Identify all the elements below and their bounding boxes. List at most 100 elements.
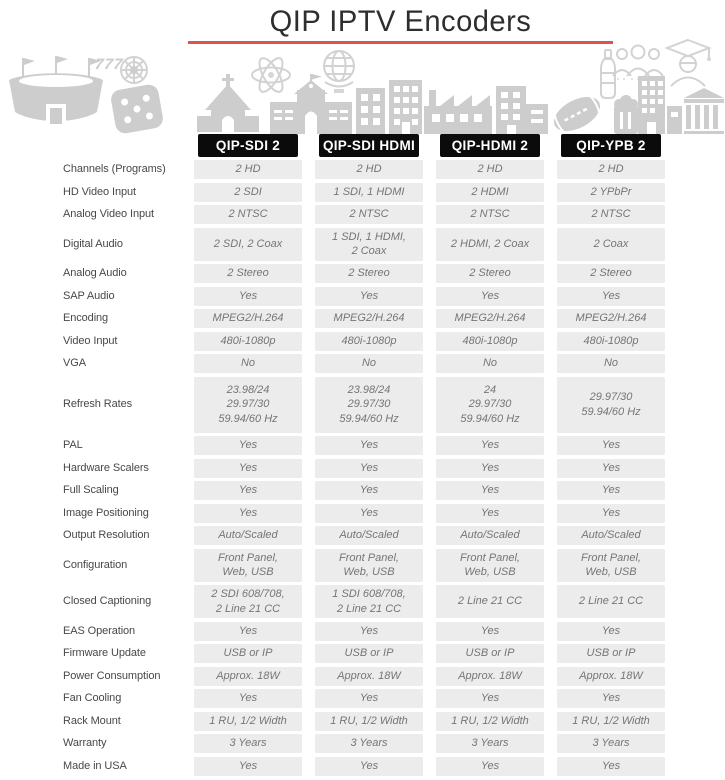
spec-cell-digital-audio-qip-hdmi-2: 2 HDMI, 2 Coax xyxy=(436,227,544,261)
dice-icon xyxy=(111,84,163,133)
row-label-made-in-usa: Made in USA xyxy=(63,759,127,772)
row-label-power-consumption: Power Consumption xyxy=(63,669,161,682)
spec-cell-pal-qip-sdi-2: Yes xyxy=(194,436,302,455)
spec-cell-image-positioning-qip-sdi-hdmi: Yes xyxy=(315,503,423,523)
row-label-eas-operation: EAS Operation xyxy=(63,624,136,637)
spec-cell-video-input-qip-hdmi-2: 480i-1080p xyxy=(436,331,544,351)
spec-cell-encoding-qip-sdi-hdmi: MPEG2/H.264 xyxy=(315,309,423,328)
spec-cell-power-consumption-qip-hdmi-2: Approx. 18W xyxy=(436,666,544,686)
church-icon xyxy=(197,73,259,132)
spec-cell-hardware-scalers-qip-hdmi-2: Yes xyxy=(436,458,544,478)
bottle-icon xyxy=(600,48,616,99)
spec-cell-analog-video-input-qip-sdi-hdmi: 2 NTSC xyxy=(315,205,423,224)
stadium-icon xyxy=(9,55,103,124)
spec-cell-analog-audio-qip-hdmi-2: 2 Stereo xyxy=(436,264,544,283)
spec-cell-firmware-update-qip-sdi-hdmi: USB or IP xyxy=(315,644,423,663)
atom-icon xyxy=(251,56,291,93)
city-tower-icon xyxy=(638,75,682,134)
spec-cell-output-resolution-qip-ypb-2: Auto/Scaled xyxy=(557,526,665,545)
column-header-qip-sdi-hdmi: QIP-SDI HDMI xyxy=(319,133,419,157)
spec-cell-sap-audio-qip-hdmi-2: Yes xyxy=(436,286,544,306)
spec-cell-pal-qip-ypb-2: Yes xyxy=(557,436,665,455)
page-title: QIP IPTV Encoders xyxy=(269,5,532,38)
spec-table: QIP-SDI 2 QIP-SDI HDMI QIP-HDMI 2 QIP-YPB 2… xyxy=(63,133,725,776)
spec-cell-analog-video-input-qip-ypb-2: 2 NTSC xyxy=(557,205,665,224)
spec-cell-rack-mount-qip-sdi-hdmi: 1 RU, 1/2 Width xyxy=(315,711,423,731)
globe-icon xyxy=(323,49,355,93)
spec-cell-power-consumption-qip-sdi-hdmi: Approx. 18W xyxy=(315,666,423,686)
row-label-image-positioning: Image Positioning xyxy=(63,506,149,519)
row-label-rack-mount: Rack Mount xyxy=(63,714,121,727)
spec-cell-configuration-qip-sdi-2: Front Panel, Web, USB xyxy=(194,548,302,582)
row-label-analog-audio: Analog Audio xyxy=(63,267,127,280)
spec-cell-rack-mount-qip-ypb-2: 1 RU, 1/2 Width xyxy=(557,711,665,731)
spec-cell-image-positioning-qip-ypb-2: Yes xyxy=(557,503,665,523)
spec-cell-rack-mount-qip-sdi-2: 1 RU, 1/2 Width xyxy=(194,711,302,731)
row-label-firmware-update: Firmware Update xyxy=(63,647,146,660)
spec-cell-output-resolution-qip-hdmi-2: Auto/Scaled xyxy=(436,526,544,545)
spec-cell-warranty-qip-sdi-2: 3 Years xyxy=(194,734,302,753)
spec-cell-made-in-usa-qip-sdi-2: Yes xyxy=(194,756,302,776)
spec-cell-channels-programs-qip-sdi-hdmi: 2 HD xyxy=(315,160,423,179)
row-label-fan-cooling: Fan Cooling xyxy=(63,692,122,705)
venue-icons-banner: 777 xyxy=(0,38,725,134)
spec-cell-hd-video-input-qip-ypb-2: 2 YPbPr xyxy=(557,182,665,202)
spec-cell-channels-programs-qip-sdi-2: 2 HD xyxy=(194,160,302,179)
spec-cell-analog-video-input-qip-sdi-2: 2 NTSC xyxy=(194,205,302,224)
spec-cell-made-in-usa-qip-hdmi-2: Yes xyxy=(436,756,544,776)
spec-cell-hardware-scalers-qip-ypb-2: Yes xyxy=(557,458,665,478)
spec-cell-digital-audio-qip-sdi-2: 2 SDI, 2 Coax xyxy=(194,227,302,261)
row-label-full-scaling: Full Scaling xyxy=(63,484,119,497)
spec-cell-pal-qip-sdi-hdmi: Yes xyxy=(315,436,423,455)
spec-cell-vga-qip-sdi-2: No xyxy=(194,354,302,373)
spec-cell-power-consumption-qip-ypb-2: Approx. 18W xyxy=(557,666,665,686)
spec-cell-firmware-update-qip-hdmi-2: USB or IP xyxy=(436,644,544,663)
spec-cell-fan-cooling-qip-hdmi-2: Yes xyxy=(436,689,544,708)
spec-cell-closed-captioning-qip-ypb-2: 2 Line 21 CC xyxy=(557,585,665,618)
row-label-digital-audio: Digital Audio xyxy=(63,237,123,250)
spec-cell-channels-programs-qip-hdmi-2: 2 HD xyxy=(436,160,544,179)
spec-cell-refresh-rates-qip-ypb-2: 29.97/30 59.94/60 Hz xyxy=(557,376,665,433)
spec-cell-hd-video-input-qip-sdi-hdmi: 1 SDI, 1 HDMI xyxy=(315,182,423,202)
spec-cell-encoding-qip-ypb-2: MPEG2/H.264 xyxy=(557,309,665,328)
spec-cell-vga-qip-sdi-hdmi: No xyxy=(315,354,423,373)
row-label-sap-audio: SAP Audio xyxy=(63,289,115,302)
spec-cell-eas-operation-qip-ypb-2: Yes xyxy=(557,621,665,641)
spec-cell-refresh-rates-qip-sdi-hdmi: 23.98/24 29.97/30 59.94/60 Hz xyxy=(315,376,423,433)
spec-cell-hd-video-input-qip-sdi-2: 2 SDI xyxy=(194,182,302,202)
spec-cell-refresh-rates-qip-sdi-2: 23.98/24 29.97/30 59.94/60 Hz xyxy=(194,376,302,433)
spec-cell-configuration-qip-sdi-hdmi: Front Panel, Web, USB xyxy=(315,548,423,582)
spec-cell-fan-cooling-qip-sdi-hdmi: Yes xyxy=(315,689,423,708)
spec-cell-warranty-qip-hdmi-2: 3 Years xyxy=(436,734,544,753)
spec-cell-pal-qip-hdmi-2: Yes xyxy=(436,436,544,455)
spec-cell-output-resolution-qip-sdi-hdmi: Auto/Scaled xyxy=(315,526,423,545)
row-label-encoding: Encoding xyxy=(63,312,109,325)
spec-cell-hardware-scalers-qip-sdi-2: Yes xyxy=(194,458,302,478)
spec-cell-rack-mount-qip-hdmi-2: 1 RU, 1/2 Width xyxy=(436,711,544,731)
office-building-icon xyxy=(496,85,548,134)
spec-cell-hardware-scalers-qip-sdi-hdmi: Yes xyxy=(315,458,423,478)
column-header-qip-sdi-2: QIP-SDI 2 xyxy=(198,133,298,157)
column-header-qip-hdmi-2: QIP-HDMI 2 xyxy=(440,133,540,157)
spec-cell-fan-cooling-qip-sdi-2: Yes xyxy=(194,689,302,708)
row-label-channels-programs: Channels (Programs) xyxy=(63,163,166,176)
spec-cell-firmware-update-qip-ypb-2: USB or IP xyxy=(557,644,665,663)
spec-cell-configuration-qip-ypb-2: Front Panel, Web, USB xyxy=(557,548,665,582)
spec-cell-image-positioning-qip-hdmi-2: Yes xyxy=(436,503,544,523)
row-label-analog-video-input: Analog Video Input xyxy=(63,208,154,221)
spec-cell-analog-audio-qip-sdi-2: 2 Stereo xyxy=(194,264,302,283)
spec-cell-vga-qip-ypb-2: No xyxy=(557,354,665,373)
football-icon xyxy=(553,94,601,133)
spec-cell-full-scaling-qip-ypb-2: Yes xyxy=(557,481,665,500)
spec-cell-closed-captioning-qip-hdmi-2: 2 Line 21 CC xyxy=(436,585,544,618)
row-label-pal: PAL xyxy=(63,439,83,452)
spec-cell-sap-audio-qip-sdi-hdmi: Yes xyxy=(315,286,423,306)
spec-cell-power-consumption-qip-sdi-2: Approx. 18W xyxy=(194,666,302,686)
spec-cell-eas-operation-qip-sdi-2: Yes xyxy=(194,621,302,641)
row-label-refresh-rates: Refresh Rates xyxy=(63,398,133,411)
spec-cell-output-resolution-qip-sdi-2: Auto/Scaled xyxy=(194,526,302,545)
spec-cell-encoding-qip-sdi-2: MPEG2/H.264 xyxy=(194,309,302,328)
spec-cell-eas-operation-qip-sdi-hdmi: Yes xyxy=(315,621,423,641)
bank-icon xyxy=(684,87,724,134)
spec-cell-made-in-usa-qip-sdi-hdmi: Yes xyxy=(315,756,423,776)
